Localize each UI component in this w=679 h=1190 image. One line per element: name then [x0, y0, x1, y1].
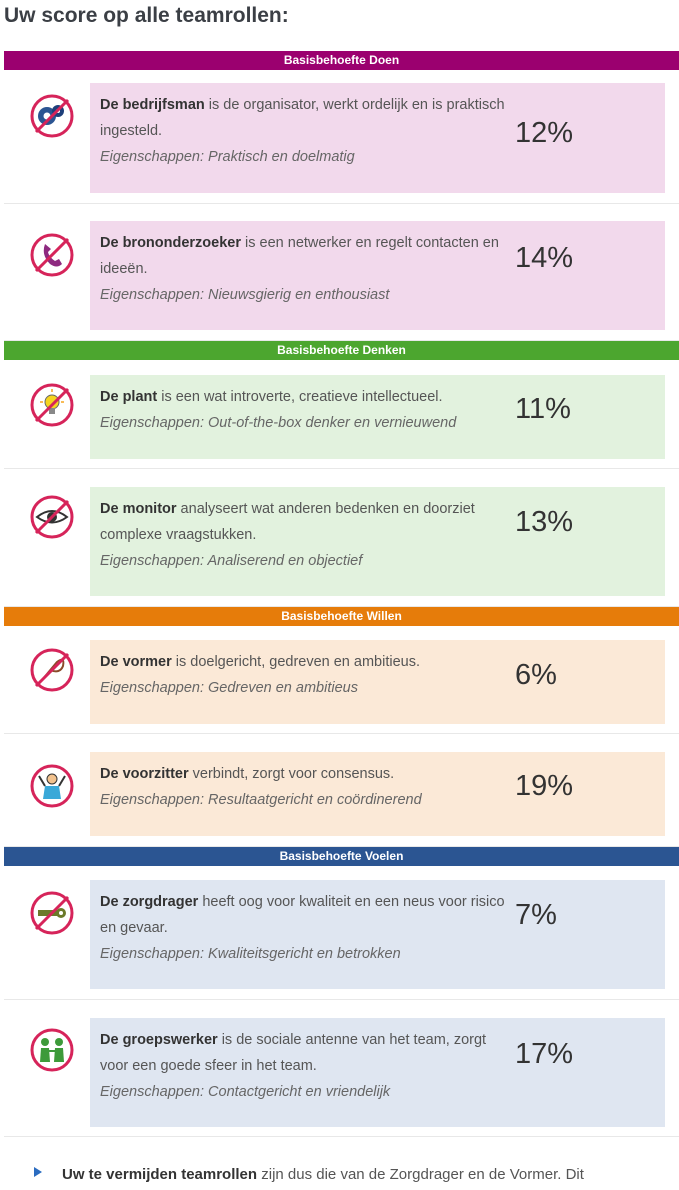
- role-row-bedrijfsman: De bedrijfsman is de organisator, werkt …: [4, 70, 679, 204]
- role-properties: Eigenschappen: Nieuwsgierig en enthousia…: [100, 287, 390, 303]
- role-properties: Eigenschappen: Out-of-the-box denker en …: [100, 415, 457, 431]
- role-properties: Eigenschappen: Gedreven en ambitieus: [100, 680, 358, 696]
- role-name: De bedrijfsman: [100, 97, 205, 113]
- role-score: 19%: [515, 770, 574, 802]
- lightbulb-icon: [30, 383, 74, 427]
- role-row-groepswerker: De groepswerker is de sociale antenne va…: [4, 1000, 679, 1137]
- role-row-vormer: De vormer is doelgericht, gedreven en am…: [4, 626, 679, 734]
- page-title: Uw score op alle teamrollen:: [4, 4, 289, 27]
- role-score: 11%: [515, 393, 571, 425]
- role-description: De groepswerker is de sociale antenne va…: [100, 1032, 487, 1074]
- role-card: De plant is een wat introverte, creatiev…: [90, 375, 665, 459]
- role-row-plant: De plant is een wat introverte, creatiev…: [4, 360, 679, 469]
- role-card: De monitor analyseert wat anderen bedenk…: [90, 487, 665, 596]
- role-description: De bedrijfsman is de organisator, werkt …: [100, 97, 505, 139]
- role-description: De monitor analyseert wat anderen bedenk…: [100, 501, 475, 543]
- role-card: De vormer is doelgericht, gedreven en am…: [90, 640, 665, 724]
- whip-icon: [30, 648, 74, 692]
- people-icon: [30, 1028, 74, 1072]
- bullet-icon: [34, 1167, 42, 1177]
- role-properties: Eigenschappen: Resultaatgericht en coörd…: [100, 792, 422, 808]
- role-score: 12%: [515, 117, 574, 149]
- role-properties: Eigenschappen: Contactgericht en vriende…: [100, 1084, 391, 1100]
- role-card: De brononderzoeker is een netwerker en r…: [90, 221, 665, 330]
- eye-icon: [30, 495, 74, 539]
- role-name: De groepswerker: [100, 1032, 218, 1048]
- role-score: 7%: [515, 899, 557, 931]
- section-header-denken: Basisbehoefte Denken: [4, 341, 679, 360]
- section-header-voelen: Basisbehoefte Voelen: [4, 847, 679, 866]
- chairman-icon: [30, 764, 74, 808]
- role-row-voorzitter: De voorzitter verbindt, zorgt voor conse…: [4, 734, 679, 847]
- role-description: De voorzitter verbindt, zorgt voor conse…: [100, 766, 395, 782]
- footer-note: Uw te vermijden teamrollen zijn dus die …: [34, 1162, 674, 1188]
- phone-icon: [30, 233, 74, 277]
- role-name: De brononderzoeker: [100, 235, 241, 251]
- role-name: De vormer: [100, 654, 172, 670]
- section-header-willen: Basisbehoefte Willen: [4, 607, 679, 626]
- role-card: De groepswerker is de sociale antenne va…: [90, 1018, 665, 1127]
- role-score: 17%: [515, 1038, 574, 1070]
- role-properties: Eigenschappen: Praktisch en doelmatig: [100, 149, 355, 165]
- footer-bold: Uw te vermijden teamrollen: [62, 1166, 258, 1183]
- role-card: De zorgdrager heeft oog voor kwaliteit e…: [90, 880, 665, 989]
- role-name: De plant: [100, 389, 158, 405]
- role-card: De voorzitter verbindt, zorgt voor conse…: [90, 752, 665, 836]
- role-properties: Eigenschappen: Kwaliteitsgericht en betr…: [100, 946, 401, 962]
- role-description: De plant is een wat introverte, creatiev…: [100, 389, 443, 405]
- role-score: 14%: [515, 242, 574, 274]
- role-properties: Eigenschappen: Analiserend en objectief: [100, 553, 363, 569]
- role-row-monitor: De monitor analyseert wat anderen bedenk…: [4, 469, 679, 607]
- footer-text: zijn dus die van de Zorgdrager en de Vor…: [257, 1166, 584, 1183]
- role-name: De monitor: [100, 501, 177, 517]
- role-row-zorgdrager: De zorgdrager heeft oog voor kwaliteit e…: [4, 866, 679, 1000]
- role-description: De vormer is doelgericht, gedreven en am…: [100, 654, 420, 670]
- gears-icon: [30, 94, 74, 138]
- key-icon: [30, 891, 74, 935]
- role-score: 6%: [515, 659, 557, 691]
- role-score: 13%: [515, 506, 574, 538]
- role-name: De voorzitter: [100, 766, 189, 782]
- role-description: De zorgdrager heeft oog voor kwaliteit e…: [100, 894, 505, 936]
- role-description: De brononderzoeker is een netwerker en r…: [100, 235, 499, 277]
- role-name: De zorgdrager: [100, 894, 199, 910]
- section-header-doen: Basisbehoefte Doen: [4, 51, 679, 70]
- role-row-brononderzoeker: De brononderzoeker is een netwerker en r…: [4, 204, 679, 341]
- role-card: De bedrijfsman is de organisator, werkt …: [90, 83, 665, 193]
